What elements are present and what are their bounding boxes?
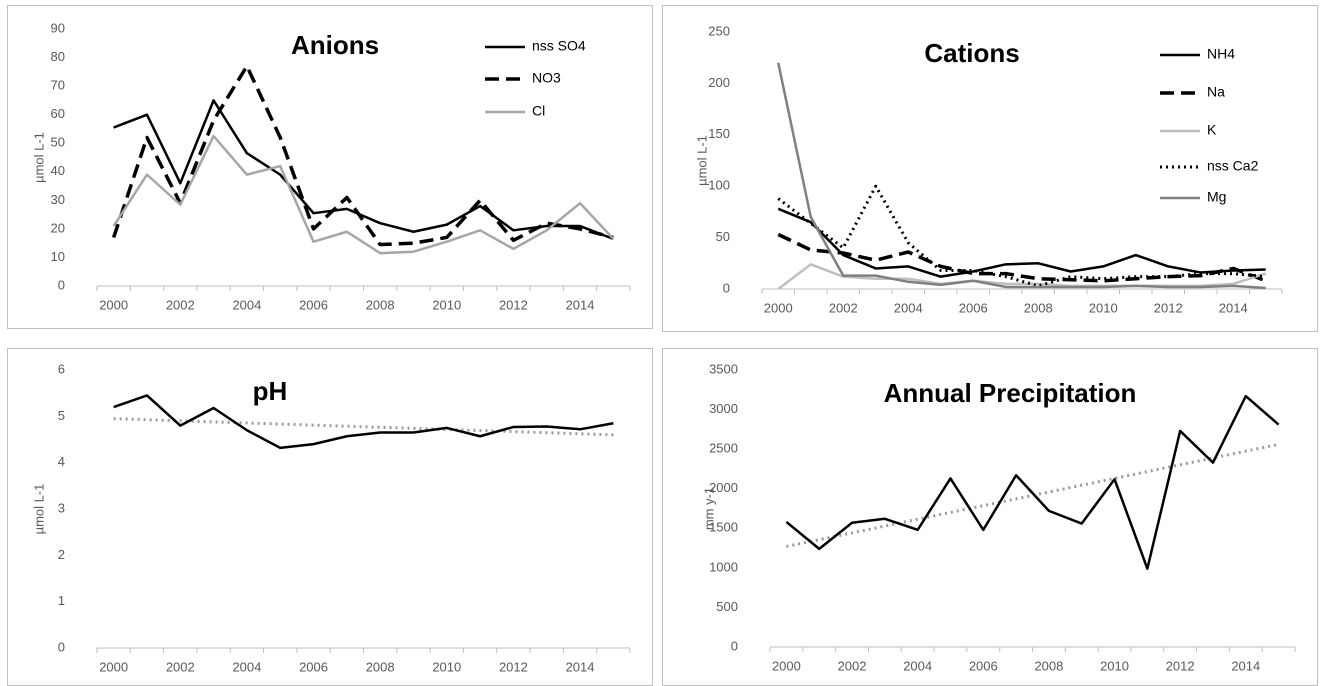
series-line bbox=[777, 207, 1266, 278]
chart-panel: 0 500 1000 1500 2000 2500 3000 3500 2000 2002 2004… bbox=[662, 348, 1318, 686]
x-tick-label: 2014 bbox=[566, 659, 595, 674]
y-tick-label: 0 bbox=[731, 638, 738, 653]
x-tick-label: 2004 bbox=[232, 297, 261, 312]
y-tick-label: 40 bbox=[51, 163, 65, 178]
chart-title: Annual Precipitation bbox=[884, 378, 1137, 408]
x-tick-label: 2004 bbox=[903, 658, 932, 673]
y-tick-label: 20 bbox=[51, 220, 65, 235]
x-tick-label: 2002 bbox=[166, 297, 195, 312]
y-tick-label: 3 bbox=[58, 500, 65, 515]
y-axis-title: µmol L-1 bbox=[31, 132, 46, 183]
x-tick-label: 2010 bbox=[432, 659, 461, 674]
x-tick-label: 2012 bbox=[499, 297, 528, 312]
y-tick-label: 4 bbox=[58, 454, 65, 469]
x-tick-label: 2006 bbox=[969, 658, 998, 673]
y-tick-label: 1000 bbox=[709, 559, 738, 574]
legend-label: K bbox=[1207, 122, 1217, 138]
y-tick-label: 60 bbox=[51, 106, 65, 121]
x-tick-label: 2008 bbox=[1034, 658, 1063, 673]
y-tick-label: 0 bbox=[58, 639, 65, 654]
x-tick-label: 2014 bbox=[566, 297, 595, 312]
x-tick-label: 2002 bbox=[829, 300, 858, 315]
x-tick-label: 2008 bbox=[366, 297, 395, 312]
x-tick-label: 2008 bbox=[1024, 300, 1053, 315]
series-line bbox=[113, 394, 614, 450]
x-tick-label: 2010 bbox=[1100, 658, 1129, 673]
x-tick-label: 2002 bbox=[838, 658, 867, 673]
panel-border bbox=[7, 348, 653, 686]
x-tick-label: 2010 bbox=[432, 297, 461, 312]
y-tick-label: 0 bbox=[723, 280, 730, 295]
chart-title: Cations bbox=[924, 38, 1019, 68]
legend-label: Mg bbox=[1207, 189, 1226, 205]
y-tick-label: 1 bbox=[58, 593, 65, 608]
y-tick-label: 50 bbox=[716, 229, 730, 244]
x-tick-label: 2010 bbox=[1089, 300, 1118, 315]
y-tick-label: 2 bbox=[58, 547, 65, 562]
y-tick-label: 2000 bbox=[709, 480, 738, 495]
series-line bbox=[777, 62, 1266, 290]
x-tick-label: 2002 bbox=[166, 659, 195, 674]
series-line bbox=[112, 134, 615, 255]
y-tick-label: 500 bbox=[716, 599, 738, 614]
x-tick-label: 2000 bbox=[99, 297, 128, 312]
series-line bbox=[111, 64, 614, 247]
series-line bbox=[777, 232, 1267, 283]
legend-label: Cl bbox=[532, 103, 545, 119]
panel-border bbox=[662, 5, 1318, 332]
x-tick-label: 2000 bbox=[99, 659, 128, 674]
legend-label: nss SO4 bbox=[532, 38, 586, 54]
chart-title: pH bbox=[253, 376, 288, 406]
legend-label: NH4 bbox=[1207, 46, 1235, 62]
y-tick-label: 80 bbox=[51, 49, 65, 64]
y-tick-label: 2500 bbox=[709, 441, 738, 456]
chart-panel: 0 10 20 30 40 50 60 70 80 90 2000 2002 2004 2006 2008 2… bbox=[7, 5, 653, 329]
y-tick-label: 50 bbox=[51, 135, 65, 150]
y-tick-label: 6 bbox=[58, 361, 65, 376]
chart-panel: 0 1 2 3 4 5 6 2000 2002 2004 2006 2008 2010 2012 2014 µ… bbox=[7, 348, 653, 686]
x-tick-label: 2012 bbox=[499, 659, 528, 674]
y-tick-label: 5 bbox=[58, 408, 65, 423]
y-tick-label: 100 bbox=[708, 178, 730, 193]
y-tick-label: 10 bbox=[51, 249, 65, 264]
y-axis-title: mm y-1 bbox=[701, 487, 716, 530]
x-tick-label: 2014 bbox=[1219, 300, 1248, 315]
x-tick-label: 2008 bbox=[366, 659, 395, 674]
chart-panel: 0 50 100 150 200 250 2000 2002 2004 2006 2008 2010 2… bbox=[662, 5, 1318, 332]
y-tick-label: 150 bbox=[708, 126, 730, 141]
x-tick-label: 2012 bbox=[1166, 658, 1195, 673]
y-tick-label: 3500 bbox=[709, 361, 738, 376]
x-tick-label: 2006 bbox=[299, 659, 328, 674]
y-tick-label: 250 bbox=[708, 23, 730, 38]
y-axis-title: µmol L-1 bbox=[31, 484, 46, 535]
y-tick-label: 0 bbox=[58, 277, 65, 292]
y-tick-label: 90 bbox=[51, 20, 65, 35]
legend-label: nss Ca2 bbox=[1207, 158, 1259, 174]
x-tick-label: 2012 bbox=[1154, 300, 1183, 315]
x-tick-label: 2004 bbox=[894, 300, 923, 315]
panel-border bbox=[7, 5, 653, 329]
y-tick-label: 70 bbox=[51, 78, 65, 93]
y-tick-label: 200 bbox=[708, 75, 730, 90]
x-tick-label: 2014 bbox=[1231, 658, 1260, 673]
x-tick-label: 2006 bbox=[959, 300, 988, 315]
chart-title: Anions bbox=[291, 30, 379, 60]
x-tick-label: 2004 bbox=[232, 659, 261, 674]
legend-label: Na bbox=[1207, 84, 1225, 100]
y-tick-label: 3000 bbox=[709, 401, 738, 416]
x-tick-label: 2000 bbox=[772, 658, 801, 673]
series-line bbox=[785, 394, 1280, 570]
x-tick-label: 2000 bbox=[764, 300, 793, 315]
y-tick-label: 30 bbox=[51, 192, 65, 207]
y-tick-label: 1500 bbox=[709, 520, 738, 535]
x-tick-label: 2006 bbox=[299, 297, 328, 312]
y-axis-title: µmol L-1 bbox=[694, 135, 709, 186]
legend-label: NO3 bbox=[532, 70, 561, 86]
series-line bbox=[113, 99, 614, 241]
